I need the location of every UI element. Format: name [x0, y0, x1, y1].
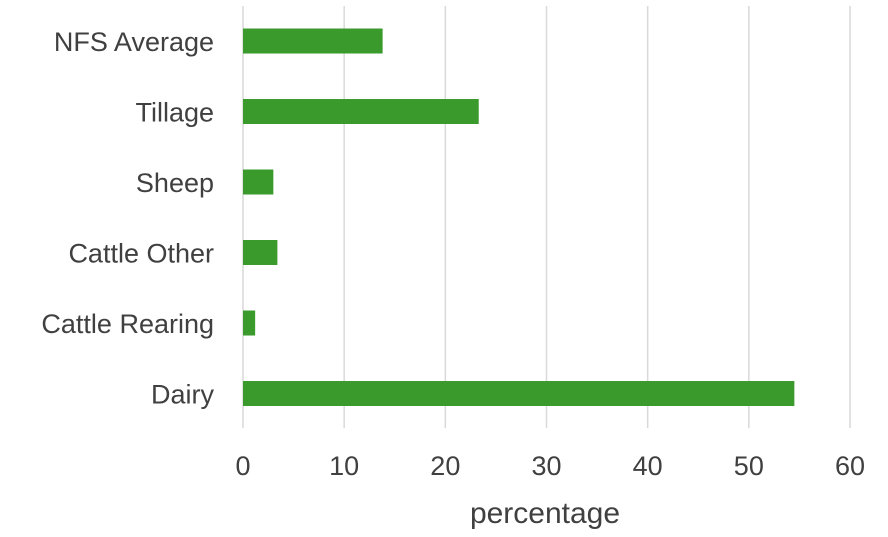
category-label: Dairy [151, 380, 215, 410]
x-tick-label: 0 [235, 451, 250, 481]
x-tick-labels: 0 10 20 30 40 50 60 [235, 451, 865, 481]
x-tick-label: 30 [531, 451, 561, 481]
bar-cattle-rearing [243, 310, 256, 336]
category-labels: NFS Average Tillage Sheep Cattle Other Cattl… [41, 27, 214, 410]
bar-cattle-other [243, 240, 278, 265]
x-axis-title: percentage [470, 497, 620, 530]
category-label: Tillage [135, 98, 214, 128]
bar-nfs-average [243, 28, 383, 54]
bars [243, 28, 795, 406]
x-tick-label: 20 [430, 451, 460, 481]
category-label: Cattle Rearing [41, 309, 214, 339]
category-label: NFS Average [54, 27, 214, 57]
bar-dairy [243, 381, 795, 406]
category-label: Cattle Other [68, 239, 214, 269]
bar-tillage [243, 99, 479, 124]
x-tick-label: 40 [633, 451, 663, 481]
x-tick-label: 50 [734, 451, 764, 481]
bar-sheep [243, 169, 274, 195]
x-tick-label: 60 [835, 451, 865, 481]
x-tick-label: 10 [329, 451, 359, 481]
gridlines [242, 6, 851, 428]
category-label: Sheep [136, 168, 214, 198]
